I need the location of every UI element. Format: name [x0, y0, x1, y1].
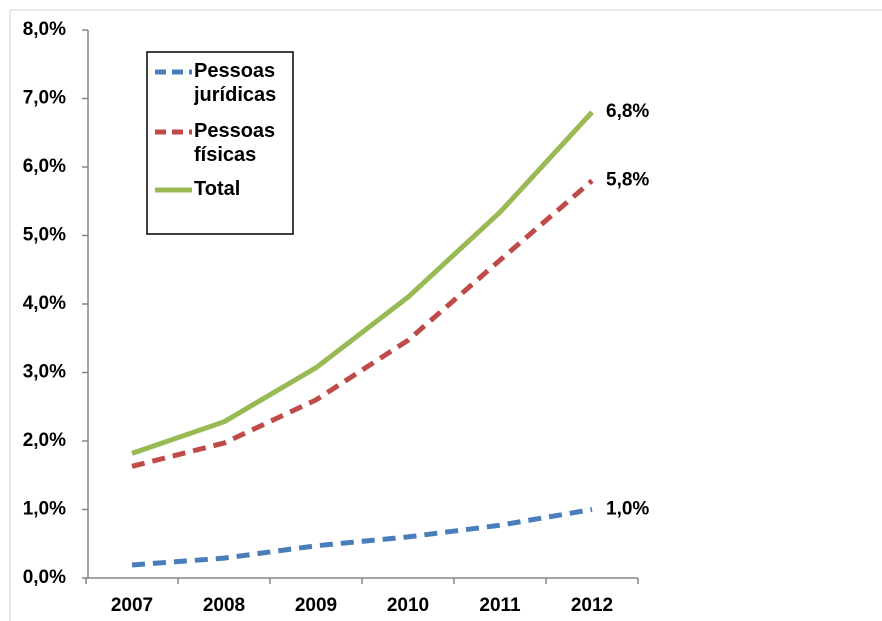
- series-line: [131, 178, 594, 469]
- y-tick-label: 5,0%: [23, 225, 66, 246]
- legend-entry: Total: [194, 178, 241, 200]
- y-tick-label: 4,0%: [23, 293, 66, 314]
- series-line: [131, 507, 593, 568]
- y-tick-label: 7,0%: [23, 88, 66, 109]
- x-tick-label: 2008: [203, 595, 245, 616]
- x-tick-label: 2007: [111, 595, 153, 616]
- series-line: [131, 110, 594, 456]
- y-tick-label: 6,0%: [23, 156, 66, 177]
- data-label: 6,8%: [606, 101, 649, 122]
- legend-entry: Pessoas físicas: [194, 120, 276, 166]
- data-label: 5,8%: [606, 170, 649, 191]
- y-tick-label: 0,0%: [23, 567, 66, 588]
- y-tick-label: 3,0%: [23, 362, 66, 383]
- legend-entry: Pessoas jurídicas: [194, 60, 277, 106]
- y-tick-label: 8,0%: [23, 19, 66, 40]
- y-tick-label: 2,0%: [23, 430, 66, 451]
- legend-label: Total: [194, 178, 241, 200]
- x-tick-label: 2012: [571, 595, 613, 616]
- legend-label: Pessoas jurídicas: [194, 60, 277, 106]
- data-label: 1,0%: [606, 499, 649, 520]
- y-tick-label: 1,0%: [23, 499, 66, 520]
- legend-label: Pessoas físicas: [194, 120, 276, 166]
- x-tick-label: 2009: [295, 595, 337, 616]
- legend-box: [146, 51, 294, 235]
- x-tick-label: 2011: [479, 595, 521, 616]
- x-tick-label: 2010: [387, 595, 429, 616]
